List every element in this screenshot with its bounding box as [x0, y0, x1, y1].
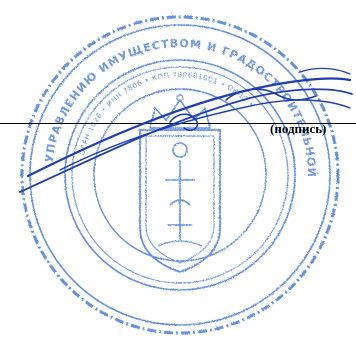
svg-text:• ОГРН 1026 • ИНН 7806 • КПП 7: • ОГРН 1026 • ИНН 7806 • КПП 780601001 •… [77, 71, 256, 163]
signature-caption: (подпись) [270, 121, 327, 136]
